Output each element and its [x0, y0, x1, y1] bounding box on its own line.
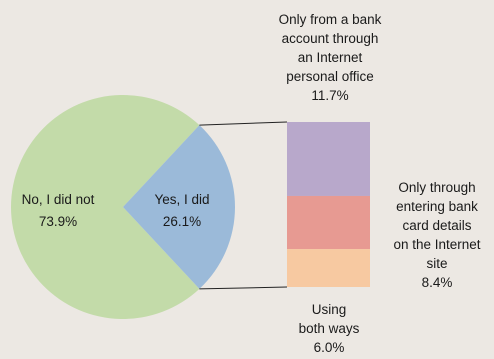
- bar-segment-label-3: Using both ways 6.0%: [299, 302, 360, 355]
- segment-label-line: entering bank: [396, 199, 478, 214]
- connector-line-top: [199, 121, 288, 126]
- segment-value: 8.4%: [422, 275, 453, 290]
- segment-value: 11.7%: [311, 88, 348, 103]
- stacked-bar: [287, 122, 370, 287]
- segment-label-line: an Internet: [298, 50, 363, 65]
- pie-slice-no: [11, 95, 200, 319]
- segment-label-line: both ways: [299, 321, 360, 336]
- segment-label-line: card details: [402, 218, 471, 233]
- segment-value: 6.0%: [314, 340, 345, 354]
- segment-label-line: personal office: [286, 69, 374, 84]
- pie-label-value: 73.9%: [39, 214, 77, 229]
- pie-label-text: Yes, I did: [154, 192, 209, 207]
- connector-line-bottom: [199, 286, 288, 290]
- bar-segment-2: [287, 195, 370, 250]
- pie: [11, 95, 235, 319]
- segment-label-line: Using: [312, 302, 347, 317]
- segment-label-line: account through: [282, 31, 379, 46]
- segment-label-line: Only through: [398, 180, 475, 195]
- pie-label-text: No, I did not: [22, 192, 95, 207]
- segment-label-line: on the Internet: [393, 237, 480, 252]
- connector-lines: [199, 121, 288, 290]
- segment-label-line: site: [426, 256, 447, 271]
- pie-label-value: 26.1%: [163, 214, 201, 229]
- bar-segment-label-2: Only through entering bank card details on …: [393, 180, 480, 290]
- pie-slice-yes: [123, 125, 235, 289]
- segment-label-line: Only from a bank: [279, 12, 382, 27]
- bar-segment-label-1: Only from a bank account through an Intern…: [279, 12, 382, 103]
- pie-label-no: No, I did not 73.9%: [22, 192, 95, 229]
- bar-segment-1: [287, 122, 370, 196]
- labels: No, I did not 73.9% Yes, I did 26.1% Only fr…: [22, 12, 481, 355]
- pie-label-yes: Yes, I did 26.1%: [154, 192, 209, 229]
- bar-segment-3: [287, 249, 370, 287]
